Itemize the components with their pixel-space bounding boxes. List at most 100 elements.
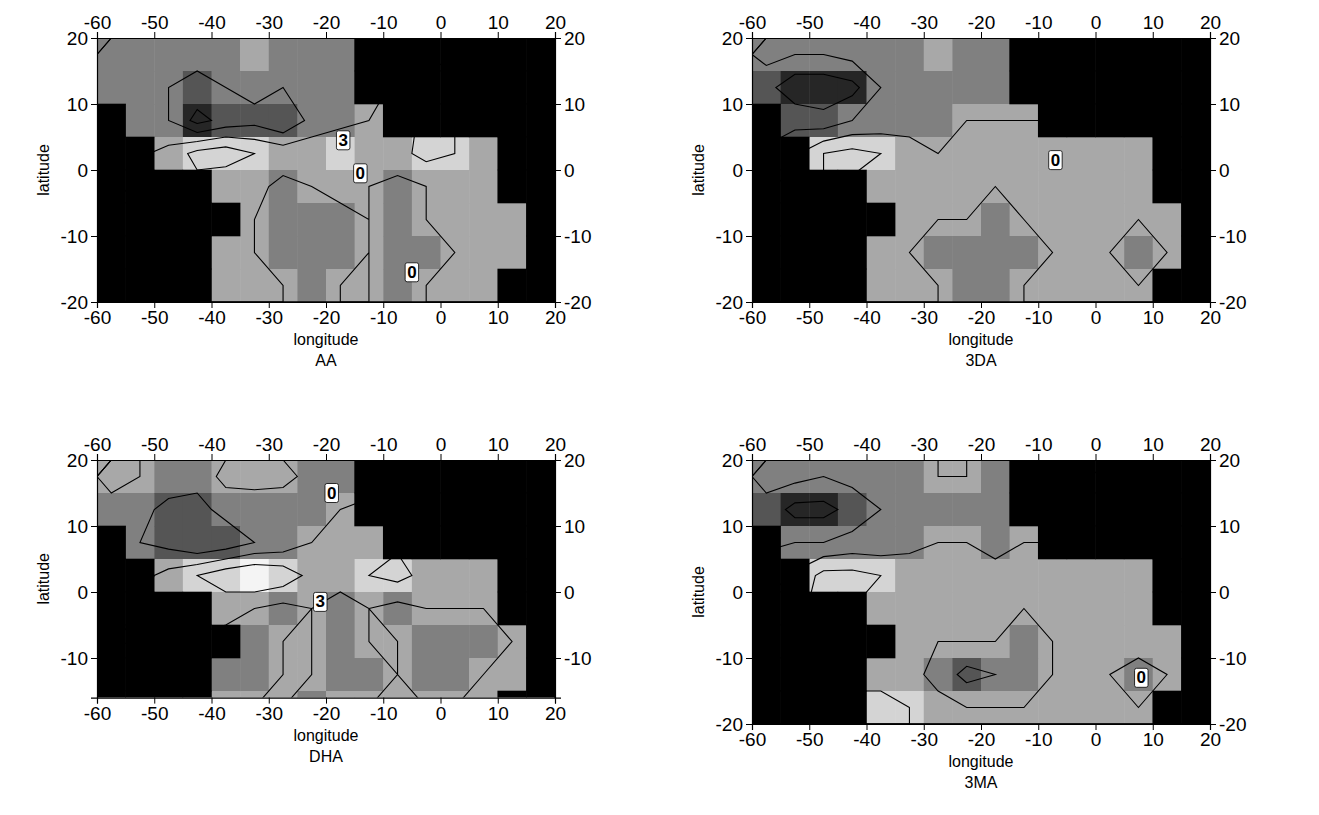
land-cell	[97, 691, 126, 698]
tick-label: -40	[853, 729, 880, 750]
land-cell	[383, 38, 412, 71]
cell	[240, 170, 269, 204]
tick: -30	[256, 434, 283, 460]
axis: -20-1001020	[716, 450, 753, 735]
tick: 20	[545, 12, 566, 38]
axis: -1001020	[555, 450, 591, 699]
tick-label: 0	[564, 160, 575, 181]
cell	[924, 104, 953, 138]
land-cell	[526, 559, 555, 593]
cell	[326, 559, 355, 593]
land	[97, 460, 555, 698]
cell	[355, 658, 384, 692]
cell	[867, 269, 896, 302]
land-cell	[383, 460, 412, 493]
tick: 20	[555, 28, 585, 49]
contour-label-box	[336, 131, 349, 150]
cell	[924, 691, 953, 724]
tick: -10	[370, 698, 397, 724]
land-cell	[838, 236, 867, 270]
tick-mark	[746, 104, 752, 105]
land-cell	[125, 625, 154, 659]
land-cell	[440, 38, 469, 71]
cell	[383, 592, 412, 626]
land-cell	[440, 71, 469, 105]
tick: 0	[732, 160, 752, 181]
cell	[952, 269, 981, 302]
cell	[269, 493, 298, 527]
plot-area	[752, 38, 1210, 302]
cell	[867, 658, 896, 692]
tick-mark	[555, 592, 561, 593]
cell	[867, 104, 896, 138]
land-cell	[838, 658, 867, 692]
cell	[498, 203, 527, 237]
cell	[781, 104, 810, 138]
land-cell	[125, 559, 154, 593]
plot-area	[97, 38, 555, 302]
land-cell	[183, 625, 212, 659]
land-cell	[838, 691, 867, 724]
tick: 0	[436, 434, 447, 460]
land-cell	[780, 625, 809, 659]
cell	[297, 71, 326, 105]
land-cell	[1152, 460, 1181, 493]
cell	[297, 691, 326, 698]
tick-mark	[1210, 658, 1216, 659]
contour-lines	[752, 460, 1210, 724]
cell	[838, 38, 867, 72]
tick-mark	[555, 302, 561, 303]
tick-label: -40	[198, 434, 225, 455]
tick: -10	[716, 648, 752, 669]
land-cell	[125, 658, 154, 692]
contour-label: 0	[1135, 668, 1148, 687]
tick-label: -50	[141, 307, 168, 328]
contour-line	[752, 38, 1210, 302]
tick-mark	[746, 724, 752, 725]
tick: -20	[1210, 714, 1246, 735]
cell	[469, 203, 498, 237]
tick-label: 10	[1143, 307, 1164, 328]
contour-label: 3	[336, 131, 349, 150]
tick-mark	[555, 460, 561, 461]
land-cell	[1152, 592, 1181, 626]
contour-label: 0	[325, 484, 338, 503]
contour-line	[752, 460, 1210, 724]
tick-mark	[746, 302, 752, 303]
tick-label: 20	[67, 450, 88, 471]
tick-label: -10	[370, 307, 397, 328]
cells	[97, 38, 527, 302]
cell	[895, 493, 924, 527]
panel-title: AA	[315, 352, 337, 369]
tick: -10	[1025, 302, 1052, 328]
tick: -10	[61, 226, 97, 247]
tick-mark	[746, 592, 752, 593]
land-cell	[1038, 38, 1067, 71]
cell	[1038, 691, 1067, 724]
tick: 0	[1091, 12, 1102, 38]
tick: -30	[911, 12, 938, 38]
cell	[154, 559, 183, 593]
contour-line	[752, 570, 909, 724]
land-cell	[752, 658, 781, 692]
land-cell	[752, 526, 781, 560]
land-cell	[183, 236, 212, 270]
tick-mark	[1210, 724, 1216, 725]
cell	[412, 559, 441, 593]
cell	[97, 460, 126, 494]
axis: -60-50-40-30-20-1001020	[739, 12, 1221, 39]
cell	[952, 137, 981, 171]
cell	[1124, 658, 1153, 692]
cell	[355, 526, 384, 560]
cell	[297, 236, 326, 270]
cell	[867, 236, 896, 270]
tick-label: -30	[911, 729, 938, 750]
land-cell	[1009, 38, 1038, 71]
cell	[355, 691, 384, 698]
land-cell	[354, 71, 383, 105]
cell	[269, 592, 298, 626]
tick-label: -20	[716, 292, 743, 313]
axis-line	[91, 39, 98, 303]
cell	[1124, 137, 1153, 171]
cell	[212, 137, 241, 171]
